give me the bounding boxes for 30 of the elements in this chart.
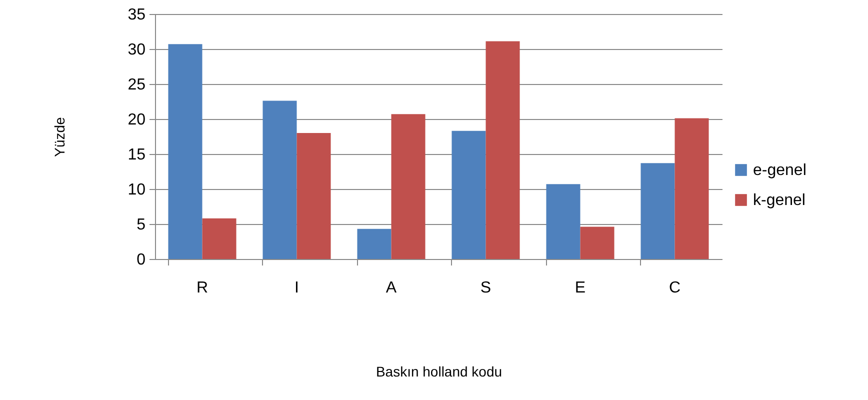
y-axis-title: Yüzde: [52, 116, 68, 157]
y-tick-label: 25: [128, 76, 146, 94]
bar: [486, 41, 520, 259]
y-tick-label: 5: [136, 216, 146, 234]
y-tick-label: 10: [128, 182, 146, 198]
bar: [674, 118, 709, 259]
x-tick-label: S: [480, 280, 492, 296]
bar: [580, 226, 614, 259]
x-axis-title: Baskın holland kodu: [376, 364, 502, 380]
y-tick-label: 0: [136, 252, 146, 268]
bar: [452, 130, 486, 259]
bar: [202, 218, 236, 259]
bar: [357, 228, 392, 259]
legend-label: e-genel: [753, 162, 806, 179]
x-tick-label: C: [668, 280, 681, 296]
bar: [546, 184, 580, 259]
bar: [391, 114, 426, 259]
bar: [640, 163, 675, 259]
legend-label: k-genel: [753, 192, 806, 209]
x-tick-label: E: [574, 280, 586, 296]
x-tick-label: A: [386, 280, 397, 296]
x-tick-label: I: [294, 280, 299, 296]
bar: [262, 100, 297, 259]
x-tick-label: R: [196, 280, 208, 296]
y-tick-label: 20: [128, 112, 146, 128]
y-tick-label: 15: [128, 146, 146, 164]
y-tick-label: 35: [128, 6, 146, 24]
y-tick-label: 30: [128, 42, 146, 58]
bar: [168, 44, 202, 259]
bar: [296, 133, 331, 259]
